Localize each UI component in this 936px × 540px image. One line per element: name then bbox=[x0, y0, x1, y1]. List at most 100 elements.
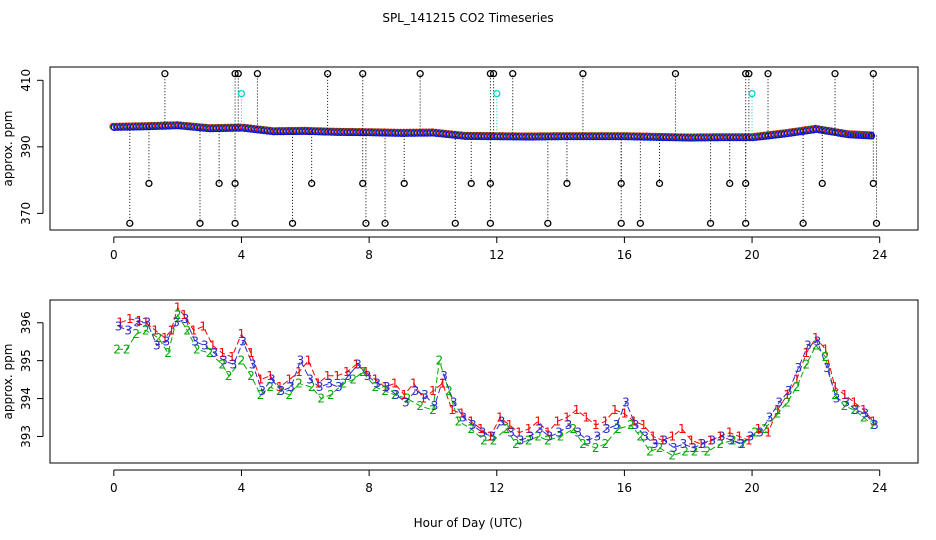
series-marker-2: 2 bbox=[174, 308, 182, 322]
series-marker-2: 2 bbox=[132, 327, 140, 341]
outlier-point bbox=[451, 219, 459, 227]
series-marker-1: 1 bbox=[257, 373, 265, 387]
x-tick-label: 24 bbox=[872, 248, 887, 262]
series-marker-2: 2 bbox=[579, 437, 587, 451]
x-tick-label: 16 bbox=[617, 481, 632, 495]
outlier-point bbox=[231, 219, 239, 227]
series-marker-2: 2 bbox=[656, 441, 664, 455]
series-marker-1: 1 bbox=[554, 414, 562, 428]
series-marker-2: 2 bbox=[349, 373, 357, 387]
outlier-point bbox=[544, 219, 552, 227]
series-marker-2: 2 bbox=[751, 426, 759, 440]
series-marker-1: 1 bbox=[228, 350, 236, 364]
series-marker-2: 2 bbox=[637, 429, 645, 443]
series-marker-3: 3 bbox=[823, 361, 831, 375]
plot-frame bbox=[49, 299, 919, 464]
series-marker-2: 2 bbox=[812, 338, 820, 352]
series-marker-3: 3 bbox=[249, 357, 257, 371]
series-marker-1: 1 bbox=[219, 346, 227, 360]
outlier-point bbox=[416, 70, 424, 78]
series-marker-3: 3 bbox=[402, 395, 410, 409]
series-marker-1: 1 bbox=[716, 429, 724, 443]
series-marker-1: 1 bbox=[199, 320, 207, 334]
series-marker-2: 2 bbox=[802, 357, 810, 371]
series-marker-2: 2 bbox=[308, 380, 316, 394]
series-marker-1: 1 bbox=[458, 407, 466, 421]
series-marker-3: 3 bbox=[546, 429, 554, 443]
series-marker-1: 1 bbox=[429, 384, 437, 398]
series-marker-1: 1 bbox=[467, 414, 475, 428]
series-marker-1: 1 bbox=[668, 429, 676, 443]
series-marker-2: 2 bbox=[372, 380, 380, 394]
outlier-point bbox=[467, 179, 475, 188]
outlier-point bbox=[362, 219, 370, 227]
series-marker-2: 2 bbox=[123, 342, 131, 356]
outlier-point bbox=[636, 219, 645, 227]
series-marker-3: 3 bbox=[670, 441, 678, 455]
series-marker-3: 3 bbox=[871, 418, 879, 432]
outlier-point bbox=[831, 70, 839, 78]
series-marker-3: 3 bbox=[641, 429, 649, 443]
series-marker-3: 3 bbox=[325, 376, 333, 390]
series-marker-2: 2 bbox=[490, 433, 498, 447]
series-marker-1: 1 bbox=[496, 411, 504, 425]
x-tick-label: 20 bbox=[744, 481, 759, 495]
series-marker-1: 1 bbox=[774, 403, 782, 417]
series-marker-2: 2 bbox=[359, 365, 367, 379]
outlier-point bbox=[489, 70, 498, 78]
series-marker-2: 2 bbox=[860, 411, 868, 425]
series-marker-3: 3 bbox=[603, 422, 611, 436]
outlier-point bbox=[617, 219, 625, 227]
series-marker-2: 2 bbox=[155, 331, 163, 345]
outlier-point bbox=[509, 70, 517, 78]
series-marker-3: 3 bbox=[153, 338, 161, 352]
series-marker-1: 1 bbox=[544, 426, 552, 440]
series-marker-3: 3 bbox=[354, 357, 362, 371]
outlier-point bbox=[872, 219, 881, 227]
series-marker-3: 3 bbox=[689, 441, 697, 455]
series-marker-2: 2 bbox=[716, 437, 724, 451]
outlier-point bbox=[726, 179, 734, 188]
series-marker-3: 3 bbox=[306, 373, 314, 387]
series-marker-1: 1 bbox=[822, 342, 830, 356]
series-marker-3: 3 bbox=[766, 411, 774, 425]
outlier-point bbox=[215, 179, 223, 188]
series-marker-3: 3 bbox=[842, 395, 850, 409]
series-marker-3: 3 bbox=[144, 316, 152, 330]
series-marker-3: 3 bbox=[431, 399, 439, 413]
series-marker-2: 2 bbox=[286, 388, 294, 402]
series-marker-3: 3 bbox=[345, 369, 353, 383]
series-marker-1: 1 bbox=[314, 376, 322, 390]
series-marker-3: 3 bbox=[862, 407, 870, 421]
series-marker-1: 1 bbox=[343, 365, 351, 379]
y-tick-label: 390 bbox=[19, 135, 33, 158]
series-marker-1: 1 bbox=[126, 312, 134, 326]
series-marker-3: 3 bbox=[459, 411, 467, 425]
x-tick-label: 0 bbox=[110, 481, 118, 495]
series-marker-2: 2 bbox=[704, 445, 712, 459]
series-marker-3: 3 bbox=[364, 369, 372, 383]
series-marker-3: 3 bbox=[536, 422, 544, 436]
x-tick-label: 20 bbox=[744, 248, 759, 262]
series-marker-2: 2 bbox=[327, 388, 335, 402]
outlier-point bbox=[288, 219, 297, 227]
series-marker-2: 2 bbox=[534, 429, 542, 443]
series-line-2 bbox=[117, 313, 874, 456]
series-marker-3: 3 bbox=[622, 395, 630, 409]
baseline-point bbox=[867, 131, 876, 140]
outlier-point bbox=[400, 179, 408, 188]
series-marker-3: 3 bbox=[479, 426, 487, 440]
series-marker-3: 3 bbox=[383, 380, 391, 394]
series-marker-2: 2 bbox=[416, 399, 424, 413]
series-marker-3: 3 bbox=[507, 426, 515, 440]
series-marker-1: 1 bbox=[190, 323, 198, 337]
series-marker-3: 3 bbox=[163, 335, 171, 349]
outlier-point bbox=[196, 219, 204, 227]
series-marker-3: 3 bbox=[833, 392, 841, 406]
x-axis-label: Hour of Day (UTC) bbox=[414, 516, 523, 530]
outlier-point bbox=[126, 219, 134, 227]
series-marker-2: 2 bbox=[646, 445, 654, 459]
series-marker-1: 1 bbox=[372, 373, 380, 387]
series-marker-1: 1 bbox=[362, 365, 370, 379]
series-marker-3: 3 bbox=[718, 429, 726, 443]
